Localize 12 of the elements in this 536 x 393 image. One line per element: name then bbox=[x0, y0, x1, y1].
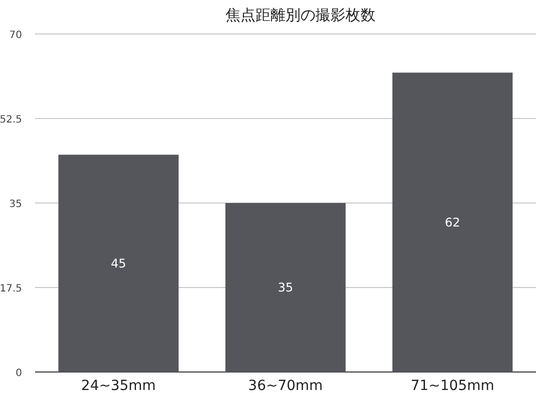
ytick: 70 bbox=[9, 30, 22, 41]
ytick: 35 bbox=[9, 199, 22, 210]
xtick: 36~70mm bbox=[248, 378, 323, 393]
data-label: 62 bbox=[444, 215, 460, 230]
data-label: 45 bbox=[110, 256, 126, 270]
ytick: 52.5 bbox=[0, 114, 22, 126]
title: 焦点距離別の撮影枚数 bbox=[226, 6, 376, 24]
xtick: 24~35mm bbox=[81, 378, 156, 393]
ytick: 0 bbox=[16, 368, 22, 379]
data-label: 35 bbox=[278, 280, 294, 294]
ytick: 17.5 bbox=[0, 284, 22, 294]
xtick: 71~105mm bbox=[410, 378, 494, 393]
